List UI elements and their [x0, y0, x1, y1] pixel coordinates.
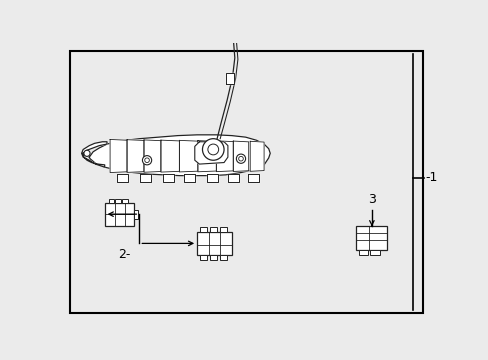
Polygon shape	[233, 141, 248, 171]
Polygon shape	[140, 174, 151, 182]
Bar	[369, 249, 379, 255]
Bar	[115, 199, 121, 203]
Circle shape	[142, 156, 151, 165]
Polygon shape	[216, 141, 233, 172]
Polygon shape	[110, 139, 127, 172]
Bar	[108, 199, 114, 203]
Bar	[210, 227, 217, 232]
Polygon shape	[163, 174, 174, 182]
Polygon shape	[250, 141, 264, 171]
Polygon shape	[247, 174, 258, 182]
Circle shape	[202, 139, 224, 160]
Polygon shape	[183, 174, 194, 182]
Circle shape	[236, 154, 245, 163]
Bar	[104, 203, 134, 226]
Polygon shape	[161, 140, 179, 172]
Polygon shape	[227, 18, 238, 28]
Polygon shape	[226, 73, 234, 84]
Bar	[134, 210, 138, 219]
Circle shape	[84, 150, 90, 156]
Polygon shape	[89, 135, 270, 176]
Polygon shape	[194, 142, 227, 164]
Polygon shape	[81, 142, 107, 167]
Polygon shape	[179, 140, 198, 172]
Polygon shape	[117, 174, 127, 182]
Bar	[200, 227, 207, 232]
Polygon shape	[143, 140, 161, 172]
Bar	[122, 199, 127, 203]
Bar	[356, 226, 386, 249]
Bar	[210, 255, 217, 260]
Polygon shape	[207, 174, 218, 182]
Text: -1: -1	[425, 171, 437, 184]
Polygon shape	[227, 174, 238, 182]
Bar	[220, 227, 226, 232]
Bar	[197, 232, 231, 255]
Bar	[358, 249, 367, 255]
Bar	[200, 255, 207, 260]
Text: 3: 3	[367, 193, 375, 206]
Text: 2-: 2-	[118, 248, 130, 261]
Polygon shape	[127, 140, 143, 172]
Polygon shape	[198, 141, 216, 172]
Bar	[220, 255, 226, 260]
Polygon shape	[228, 31, 238, 40]
